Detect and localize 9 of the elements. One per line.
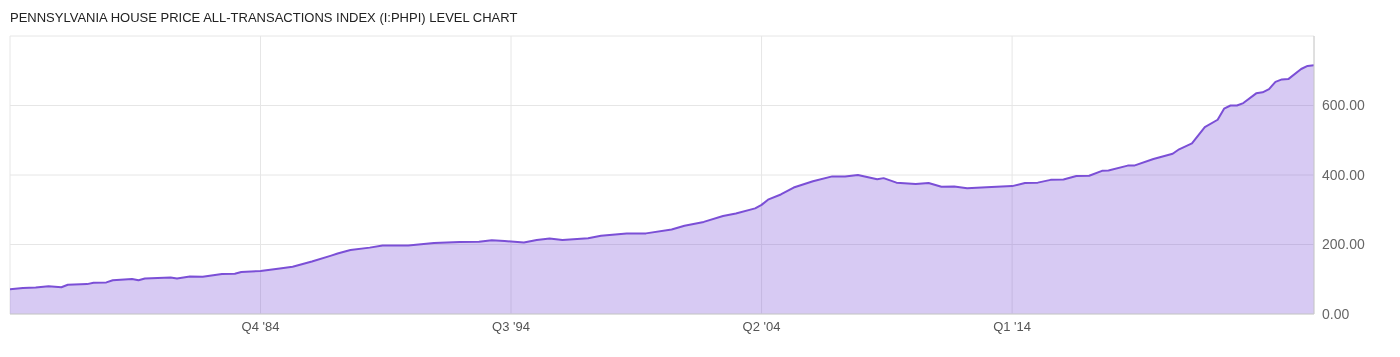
x-tick-label: Q3 '94 xyxy=(492,319,530,335)
y-tick-label: 0.00 xyxy=(1322,305,1350,322)
x-tick-label: Q1 '14 xyxy=(993,319,1032,335)
x-tick-label: Q2 '04 xyxy=(742,319,781,335)
y-tick-label: 200.00 xyxy=(1322,236,1366,253)
y-tick-label: 600.00 xyxy=(1322,97,1366,114)
y-tick-label: 400.00 xyxy=(1322,166,1366,183)
chart-title: PENNSYLVANIA HOUSE PRICE ALL-TRANSACTIONS INDEX (I:PHPI) LEVEL CHART xyxy=(9,9,519,27)
x-tick-label: Q4 '84 xyxy=(241,319,280,335)
